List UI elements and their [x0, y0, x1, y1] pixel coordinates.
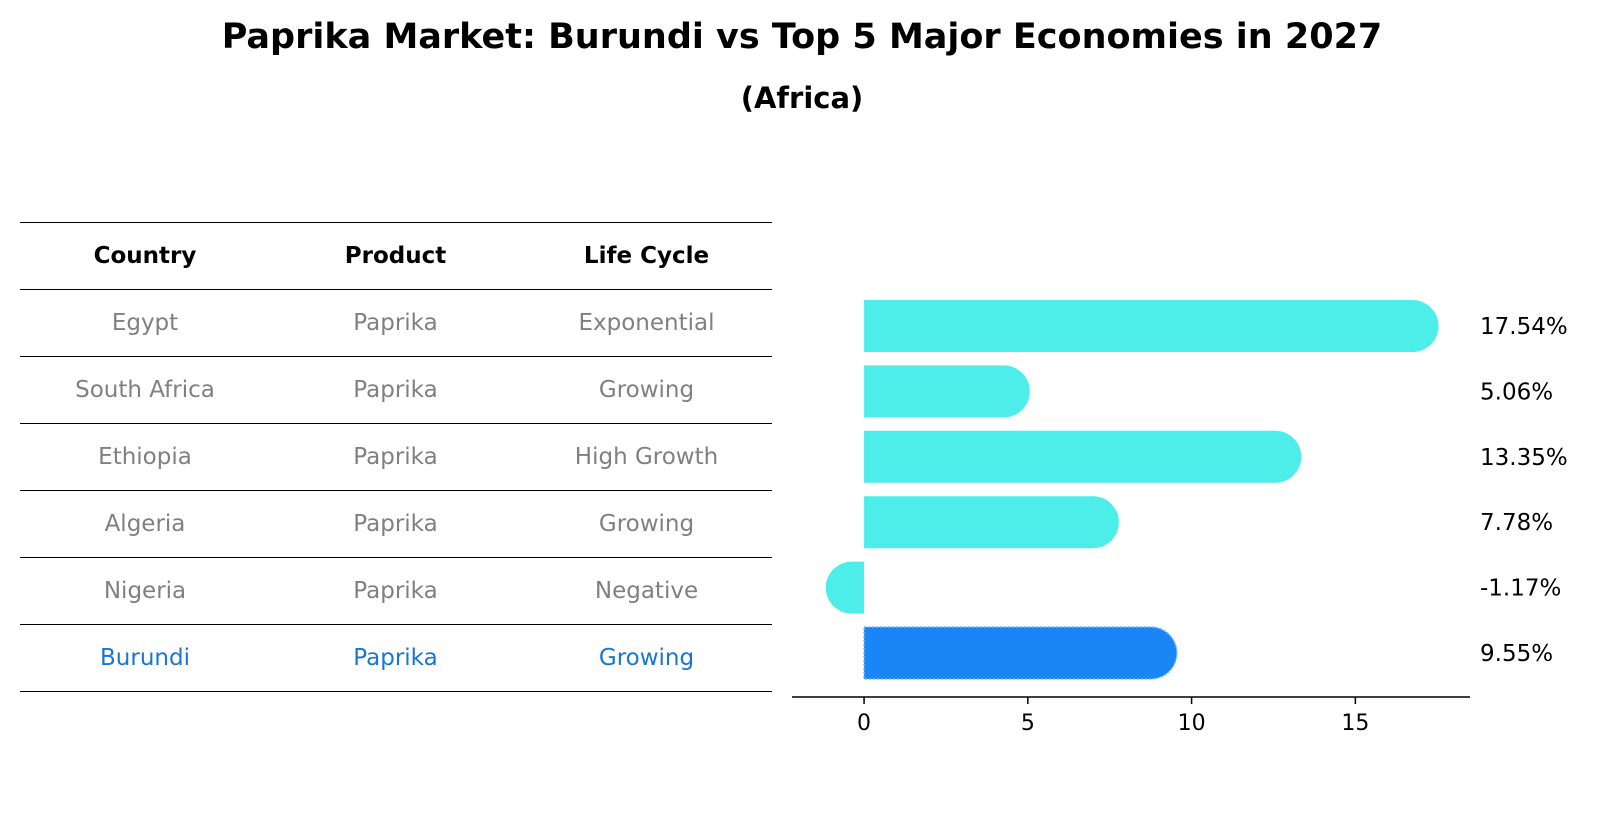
- cell-product: Paprika: [270, 289, 521, 357]
- cell-life-cycle: Growing: [521, 490, 772, 558]
- value-label: 17.54%: [1480, 314, 1568, 340]
- table-row: South Africa Paprika Growing: [20, 356, 772, 424]
- table-row: Ethiopia Paprika High Growth: [20, 423, 772, 491]
- table-row: Algeria Paprika Growing: [20, 490, 772, 558]
- cell-product: Paprika: [270, 624, 521, 692]
- bar-south-africa: [864, 365, 1030, 418]
- cell-product: Paprika: [270, 423, 521, 491]
- bar-nigeria: [825, 561, 865, 614]
- table-row-highlighted: Burundi Paprika Growing: [20, 624, 772, 692]
- cell-country: Burundi: [20, 624, 270, 692]
- cell-country: Algeria: [20, 490, 270, 558]
- value-label: 7.78%: [1480, 510, 1553, 536]
- cell-product: Paprika: [270, 557, 521, 625]
- table-header-row: Country Product Life Cycle: [20, 222, 772, 290]
- cell-product: Paprika: [270, 490, 521, 558]
- cell-life-cycle: Exponential: [521, 289, 772, 357]
- bar-egypt: [864, 300, 1439, 352]
- header-life-cycle: Life Cycle: [521, 222, 772, 290]
- value-label: 9.55%: [1480, 641, 1553, 667]
- cell-life-cycle: Growing: [521, 624, 772, 692]
- header-country: Country: [20, 222, 270, 290]
- table-row: Nigeria Paprika Negative: [20, 557, 772, 625]
- value-label: -1.17%: [1480, 576, 1561, 602]
- cell-life-cycle: High Growth: [521, 423, 772, 491]
- x-tick-label: 5: [1021, 711, 1035, 736]
- cell-country: South Africa: [20, 356, 270, 424]
- cell-country: Ethiopia: [20, 423, 270, 491]
- country-table: Country Product Life Cycle Egypt Paprika…: [20, 222, 772, 692]
- x-tick-label: 0: [857, 711, 871, 736]
- bar-burundi: [863, 626, 1178, 680]
- x-tick-label: 15: [1341, 711, 1369, 736]
- table-row: Egypt Paprika Exponential: [20, 289, 772, 357]
- bar-algeria: [864, 496, 1119, 549]
- cell-product: Paprika: [270, 356, 521, 424]
- cell-country: Egypt: [20, 289, 270, 357]
- x-tick-label: 10: [1178, 711, 1206, 736]
- cell-country: Nigeria: [20, 557, 270, 625]
- bar-ethiopia: [864, 430, 1302, 483]
- value-label: 5.06%: [1480, 379, 1553, 405]
- value-label: 13.35%: [1480, 445, 1568, 471]
- chart-subtitle: (Africa): [740, 81, 864, 115]
- header-product: Product: [270, 222, 521, 290]
- chart-title: Paprika Market: Burundi vs Top 5 Major E…: [221, 17, 1383, 57]
- cell-life-cycle: Negative: [521, 557, 772, 625]
